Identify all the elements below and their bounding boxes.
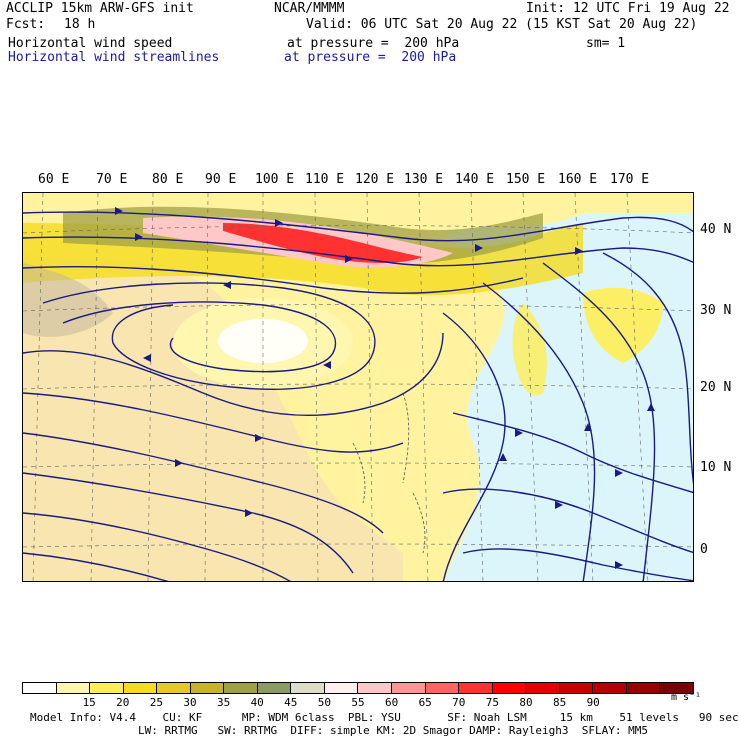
field-wind-streamlines: Horizontal wind streamlines <box>8 50 220 65</box>
footer-physics-info: LW: RRTMG SW: RRTMG DIFF: simple KM: 2D … <box>138 724 648 737</box>
colorbar-tick-label: 90 <box>586 696 600 709</box>
lon-label-90e: 90 E <box>205 172 237 187</box>
lat-label-40n: 40 N <box>700 222 732 237</box>
organization: NCAR/MMMM <box>274 1 345 16</box>
colorbar-swatch <box>626 683 661 693</box>
lon-label-120e: 120 E <box>355 172 395 187</box>
lat-label-0: 0 <box>700 542 708 557</box>
colorbar-tick-label: 40 <box>250 696 264 709</box>
colorbar-swatch <box>123 683 158 693</box>
wind-speed-colorbar <box>22 682 694 694</box>
forecast-hours: 18 h <box>64 17 96 32</box>
colorbar-swatch <box>459 683 493 693</box>
forecast-label: Fcst: <box>6 17 46 32</box>
colorbar-tick-label: 20 <box>116 696 130 709</box>
colorbar-tick-label: 50 <box>317 696 332 709</box>
colorbar-swatch <box>526 683 560 693</box>
land-asia <box>23 253 403 581</box>
colorbar-swatch <box>190 683 225 693</box>
field-wind-speed: Horizontal wind speed <box>8 36 173 51</box>
colorbar-swatch <box>392 683 426 693</box>
colorbar-swatch <box>224 683 258 693</box>
colorbar-swatch <box>358 683 393 693</box>
lat-label-10n: 10 N <box>700 460 732 475</box>
colorbar-swatch <box>291 683 325 693</box>
lon-label-110e: 110 E <box>305 172 345 187</box>
lon-label-80e: 80 E <box>152 172 184 187</box>
colorbar-swatch <box>425 683 460 693</box>
lon-label-130e: 130 E <box>404 172 444 187</box>
colorbar-swatch <box>660 683 693 693</box>
colorbar-tick-label: 60 <box>384 696 399 709</box>
lon-label-160e: 160 E <box>558 172 598 187</box>
coastlines <box>352 392 426 554</box>
lat-label-20n: 20 N <box>700 380 732 395</box>
colorbar-tick-label: 70 <box>452 696 466 709</box>
lat-lon-grid <box>23 193 693 581</box>
model-title: ACCLIP 15km ARW-GFS init <box>6 1 194 16</box>
wind-map-graphic <box>23 193 693 581</box>
jet-core-red <box>223 223 423 263</box>
pressure-level-streamlines: at pressure = 200 hPa <box>284 50 457 65</box>
footer-model-info: Model Info: V4.4 CU: KF MP: WDM 6class P… <box>30 711 739 724</box>
colorbar-tick-label: 35 <box>216 696 231 709</box>
colorbar-swatch <box>23 683 57 693</box>
colorbar-swatch <box>492 683 527 693</box>
valid-time: Valid: 06 UTC Sat 20 Aug 22 (15 KST Sat … <box>306 17 698 32</box>
colorbar-tick-label: 75 <box>485 696 500 709</box>
pressure-level-speed: at pressure = 200 hPa <box>287 36 460 51</box>
colorbar-tick-label: 55 <box>351 696 365 709</box>
colorbar-tick-label: 25 <box>149 696 164 709</box>
colorbar-swatch <box>56 683 91 693</box>
streamline-arrows <box>115 207 655 569</box>
lon-label-60e: 60 E <box>38 172 70 187</box>
colorbar-tick-label: 80 <box>519 696 533 709</box>
wind-map <box>22 192 694 582</box>
colorbar-unit: m s⁻¹ <box>670 692 702 703</box>
colorbar-tick-label: 30 <box>183 696 197 709</box>
colorbar-swatch <box>559 683 594 693</box>
terrain-northwest <box>23 263 113 337</box>
smoothing: sm= 1 <box>586 36 626 51</box>
lon-label-100e: 100 E <box>255 172 295 187</box>
colorbar-swatch <box>157 683 191 693</box>
colorbar-swatch <box>324 683 359 693</box>
lat-label-30n: 30 N <box>700 303 732 318</box>
colorbar-tick-label: 65 <box>418 696 432 709</box>
init-time: Init: 12 UTC Fri 19 Aug 22 <box>526 1 730 16</box>
colorbar-swatch <box>90 683 124 693</box>
colorbar-swatch <box>593 683 627 693</box>
streamlines <box>23 211 693 581</box>
lon-label-150e: 150 E <box>506 172 546 187</box>
colorbar-tick-label: 85 <box>552 696 567 709</box>
mid-yellow-patch <box>512 303 547 396</box>
lon-label-70e: 70 E <box>96 172 128 187</box>
colorbar-swatch <box>257 683 292 693</box>
colorbar-tick-label: 45 <box>284 696 298 709</box>
east-yellow-patch <box>583 287 663 363</box>
lon-label-170e: 170 E <box>610 172 650 187</box>
colorbar-tick-label: 15 <box>82 696 96 709</box>
lon-label-140e: 140 E <box>455 172 495 187</box>
